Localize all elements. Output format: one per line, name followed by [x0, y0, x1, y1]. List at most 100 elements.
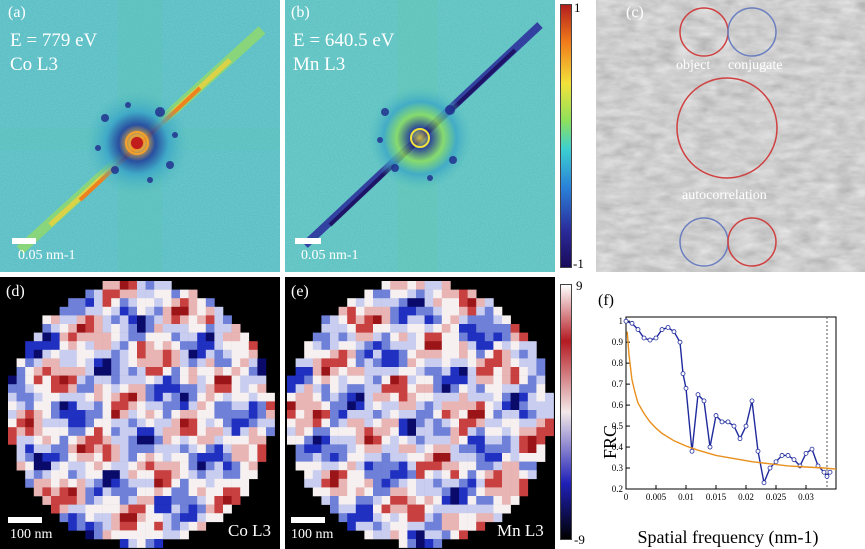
mn-domain-pixel: [364, 496, 374, 505]
co-domain-pixel: [145, 470, 155, 480]
mn-domain-pixel: [381, 401, 391, 411]
mn-domain-pixel: [459, 392, 468, 402]
mn-domain-pixel: [398, 496, 408, 505]
mn-domain-pixel: [338, 315, 348, 325]
co-domain-pixel: [16, 392, 26, 402]
co-domain-pixel: [214, 341, 224, 351]
co-domain-pixel: [171, 401, 181, 411]
co-domain-pixel: [102, 496, 112, 505]
panel-b-energy: E = 640.5 eV: [293, 30, 395, 51]
mn-domain-pixel: [433, 289, 443, 299]
mn-domain-pixel: [407, 315, 417, 325]
panel-d-scalebar-label: 100 nm: [10, 527, 53, 542]
mn-domain-pixel: [476, 358, 486, 368]
panel-a-scalebar: [12, 238, 36, 244]
co-domain-pixel: [145, 521, 155, 531]
mn-domain-pixel: [407, 306, 417, 316]
mn-domain-pixel: [416, 375, 425, 385]
co-domain-pixel: [128, 289, 138, 299]
mn-domain-pixel: [330, 375, 339, 385]
mn-domain-pixel: [484, 358, 494, 368]
mn-domain-pixel: [502, 453, 511, 462]
co-domain-pixel: [111, 470, 121, 480]
mn-domain-pixel: [502, 367, 511, 376]
mn-domain-pixel: [338, 341, 348, 351]
mn-domain-pixel: [459, 324, 468, 333]
mn-domain-pixel: [484, 504, 494, 514]
mn-domain-pixel: [450, 392, 460, 402]
co-domain-pixel: [59, 461, 69, 471]
diffraction-pattern-co: [0, 0, 280, 272]
co-domain-pixel: [119, 375, 129, 385]
co-domain-pixel: [51, 367, 60, 376]
co-domain-pixel: [85, 349, 95, 359]
co-domain-pixel: [171, 478, 181, 488]
co-domain-pixel: [197, 453, 207, 462]
mn-domain-pixel: [476, 401, 486, 411]
co-domain-pixel: [205, 504, 215, 514]
co-domain-pixel: [257, 410, 267, 419]
mn-domain-pixel: [321, 341, 331, 351]
co-domain-pixel: [197, 375, 207, 385]
mn-domain-pixel: [347, 324, 357, 333]
mn-domain-pixel: [312, 384, 322, 394]
mn-domain-pixel: [536, 384, 546, 394]
mn-domain-pixel: [459, 496, 468, 505]
mn-domain-pixel: [321, 487, 331, 497]
co-domain-pixel: [231, 375, 241, 385]
mn-domain-pixel: [364, 530, 374, 540]
mn-domain-pixel: [459, 513, 468, 523]
mn-domain-pixel: [459, 444, 468, 454]
mn-domain-pixel: [364, 392, 374, 402]
mn-domain-pixel: [381, 410, 391, 419]
mn-domain-pixel: [545, 401, 554, 411]
mn-domain-pixel: [450, 384, 460, 394]
co-domain-pixel: [154, 444, 164, 454]
mn-domain-pixel: [355, 410, 365, 419]
co-domain-pixel: [154, 435, 164, 445]
frc-xtick-label: 0.02: [738, 492, 754, 502]
co-domain-pixel: [102, 392, 112, 402]
mn-domain-pixel: [398, 349, 408, 359]
mn-domain-pixel: [433, 401, 443, 411]
co-domain-pixel: [85, 341, 95, 351]
co-domain-pixel: [111, 367, 121, 376]
co-domain-pixel: [171, 306, 181, 316]
mn-domain-pixel: [450, 324, 460, 333]
co-domain-pixel: [33, 453, 43, 462]
mn-domain-pixel: [450, 289, 460, 299]
frc-point: [635, 327, 641, 332]
mn-domain-pixel: [527, 367, 537, 376]
co-domain-pixel: [214, 375, 224, 385]
mn-domain-pixel: [312, 444, 322, 454]
co-domain-pixel: [248, 435, 258, 445]
co-domain-pixel: [59, 306, 69, 316]
co-domain-pixel: [145, 375, 155, 385]
mn-domain-pixel: [493, 349, 503, 359]
co-domain-pixel: [188, 324, 198, 333]
co-domain-pixel: [248, 384, 258, 394]
co-domain-pixel: [68, 410, 78, 419]
mn-domain-pixel: [312, 367, 322, 376]
mn-domain-pixel: [338, 461, 348, 471]
mn-domain-pixel: [502, 358, 511, 368]
mn-domain-pixel: [519, 384, 529, 394]
co-domain-pixel: [248, 461, 258, 471]
mn-domain-pixel: [450, 401, 460, 411]
co-domain-pixel: [119, 435, 129, 445]
mn-domain-pixel: [484, 453, 494, 462]
co-domain-pixel: [137, 418, 146, 428]
mn-domain-pixel: [390, 375, 400, 385]
mn-domain-pixel: [373, 513, 382, 523]
co-domain-pixel: [180, 427, 189, 437]
co-domain-pixel: [154, 306, 164, 316]
co-domain-pixel: [240, 358, 250, 368]
mn-domain-pixel: [467, 298, 477, 308]
co-domain-pixel: [162, 410, 172, 419]
mn-domain-pixel: [364, 444, 374, 454]
diffraction-pattern-mn: [285, 0, 555, 272]
mn-domain-pixel: [433, 530, 443, 540]
colorbar-bottom: [560, 284, 572, 540]
mn-domain-pixel: [347, 341, 357, 351]
mn-domain-pixel: [493, 341, 503, 351]
